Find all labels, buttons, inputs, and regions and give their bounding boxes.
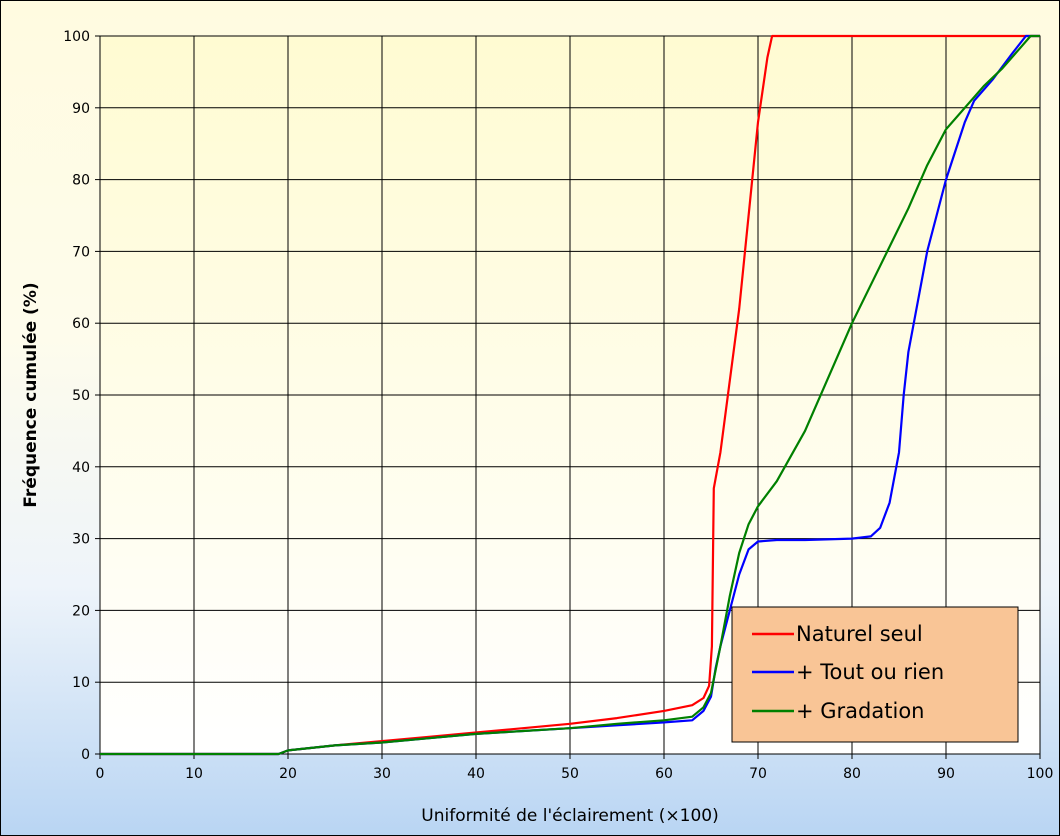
y-tick-label: 0 [81,747,90,763]
x-tick-label: 70 [749,766,767,782]
x-tick-label: 10 [185,766,203,782]
x-tick-label: 80 [843,766,861,782]
x-tick-label: 50 [561,766,579,782]
y-axis-title: Fréquence cumulée (%) [21,282,41,507]
y-tick-label: 10 [72,675,90,691]
x-tick-label: 20 [279,766,297,782]
y-tick-label: 100 [63,29,90,45]
legend-label: Naturel seul [796,622,923,646]
series-line-3 [100,34,1040,756]
y-tick-label: 90 [72,101,90,117]
y-tick-label: 20 [72,603,90,619]
x-axis-title: Uniformité de l'éclairement (×100) [421,806,718,826]
series-line-1 [100,34,1040,756]
series-lines [100,34,1040,756]
x-tick-label: 100 [1027,766,1054,782]
y-tick-label: 30 [72,532,90,548]
legend-box [731,606,1019,743]
x-tick-label: 90 [937,766,955,782]
y-tick-label: 50 [72,388,90,404]
y-tick-label: 40 [72,460,90,476]
x-tick-label: 40 [467,766,485,782]
y-tick-label: 60 [72,316,90,332]
x-tick-label: 30 [373,766,391,782]
y-tick-label: 70 [72,244,90,260]
legend: Naturel seul + Tout ou rien + Gradation [731,606,1019,743]
legend-label: + Gradation [796,699,924,723]
x-tick-label: 60 [655,766,673,782]
legend-label: + Tout ou rien [796,660,944,684]
y-tick-label: 80 [72,173,90,189]
x-tick-label: 0 [96,766,105,782]
tick-labels: 0 10 20 30 40 50 60 70 80 90 100 0 10 20 30 40 50 60 70 80 9… [63,29,1053,782]
